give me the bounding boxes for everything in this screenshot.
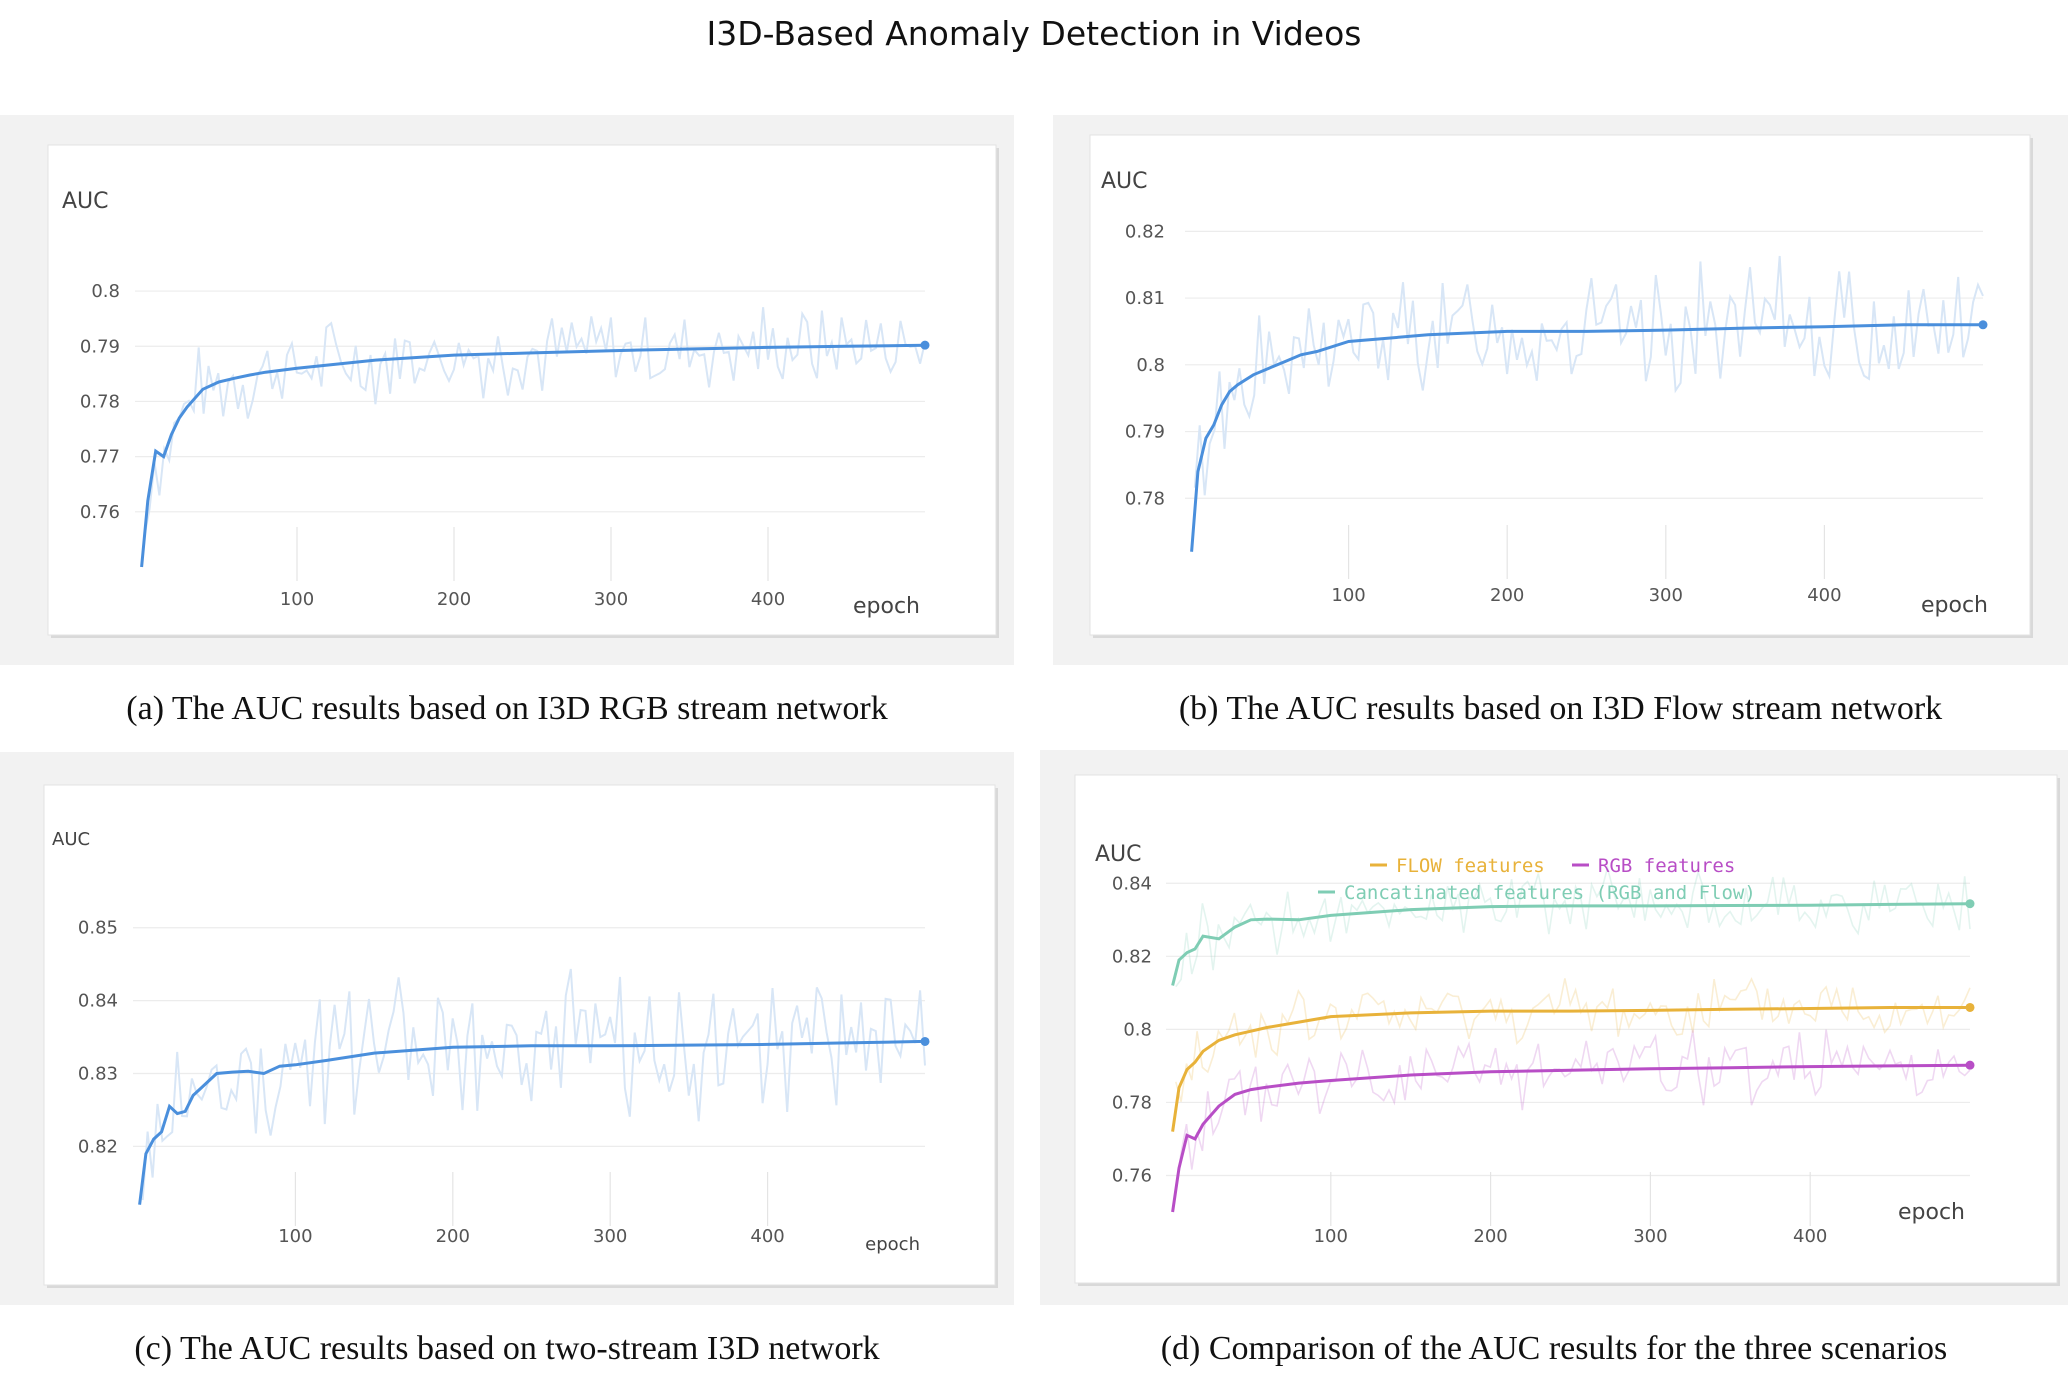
y-tick-label: 0.84 — [78, 991, 118, 1012]
y-axis-label: AUC — [52, 829, 90, 850]
x-tick-label: 300 — [594, 589, 628, 610]
raw-series-line — [1193, 255, 1984, 496]
caption-b: (b) The AUC results based on I3D Flow st… — [1178, 690, 1943, 727]
series-end-point — [1978, 320, 1988, 330]
y-tick-label: 0.82 — [78, 1136, 118, 1157]
raw-series-line — [1175, 1029, 1971, 1190]
caption-c: (c) The AUC results based on two-stream … — [134, 1330, 880, 1367]
x-tick-label: 100 — [1331, 585, 1365, 606]
y-tick-label: 0.78 — [1125, 488, 1165, 509]
smoothed-series-line — [1190, 323, 1983, 552]
x-tick-label: 200 — [1490, 585, 1524, 606]
y-tick-label: 0.83 — [78, 1064, 118, 1085]
series-line-rgb — [1171, 1063, 1971, 1213]
x-tick-label: 400 — [750, 1226, 784, 1247]
series-end-point — [920, 340, 930, 350]
y-axis-label: AUC — [62, 189, 109, 214]
y-tick-label: 0.76 — [80, 502, 120, 523]
x-tick-label: 400 — [751, 589, 785, 610]
chart-card — [43, 784, 996, 1286]
chart-panel-c: 0.82 0.83 0.84 0.85 100 200 300 400 AUC epoch — [0, 752, 1014, 1305]
page-title: I3D-Based Anomaly Detection in Videos — [706, 14, 1362, 53]
y-tick-label: 0.84 — [1112, 873, 1152, 894]
chart-svg-a: 0.76 0.77 0.78 0.79 0.8 100 200 300 400 AUC epoch — [47, 144, 999, 638]
legend-label: RGB features — [1598, 855, 1735, 877]
chart-svg-b: 0.78 0.79 0.8 0.81 0.82 100 200 300 400 AUC epoch — [1089, 134, 2033, 638]
chart-svg-d: 0.76 0.78 0.8 0.82 0.84 100 200 300 400 AUC epoch F… — [1074, 774, 2060, 1286]
x-tick-label: 200 — [436, 1226, 470, 1247]
y-tick-label: 0.76 — [1112, 1165, 1152, 1186]
series-end-point — [1965, 1060, 1975, 1070]
series-end-point — [1965, 1002, 1975, 1012]
series-end-point — [1965, 899, 1975, 909]
x-tick-label: 100 — [280, 589, 314, 610]
raw-series-line — [143, 307, 926, 535]
y-tick-label: 0.78 — [80, 391, 120, 412]
x-tick-label: 100 — [1314, 1226, 1348, 1247]
x-axis-label: epoch — [1898, 1200, 1965, 1225]
chart-panel-b: 0.78 0.79 0.8 0.81 0.82 100 200 300 400 AUC epoch — [1053, 115, 2068, 665]
caption-d: (d) Comparison of the AUC results for th… — [1160, 1330, 1948, 1367]
y-tick-label: 0.81 — [1125, 288, 1165, 309]
x-axis-label: epoch — [1921, 593, 1988, 618]
x-tick-label: 400 — [1793, 1226, 1827, 1247]
x-tick-label: 300 — [1633, 1226, 1667, 1247]
x-tick-label: 200 — [1473, 1226, 1507, 1247]
y-tick-label: 0.79 — [80, 336, 120, 357]
chart-panel-a: 0.76 0.77 0.78 0.79 0.8 100 200 300 400 AUC epoch — [0, 115, 1014, 665]
legend-label: Cancatinated features (RGB and Flow) — [1344, 882, 1756, 904]
legend-label: FLOW features — [1396, 855, 1545, 877]
y-tick-label: 0.82 — [1125, 221, 1165, 242]
chart-card — [47, 144, 997, 636]
x-tick-label: 400 — [1807, 585, 1841, 606]
y-tick-label: 0.82 — [1112, 946, 1152, 967]
chart-card — [1089, 134, 2031, 636]
x-axis-label: epoch — [865, 1234, 920, 1255]
x-axis-label: epoch — [853, 594, 920, 619]
raw-series-line — [141, 968, 926, 1201]
y-tick-label: 0.8 — [1123, 1019, 1152, 1040]
chart-svg-c: 0.82 0.83 0.84 0.85 100 200 300 400 AUC epoch — [43, 784, 998, 1288]
x-tick-label: 200 — [437, 589, 471, 610]
y-tick-label: 0.85 — [78, 918, 118, 939]
y-tick-label: 0.78 — [1112, 1092, 1152, 1113]
y-tick-label: 0.77 — [80, 447, 120, 468]
y-tick-label: 0.8 — [91, 281, 120, 302]
raw-series-line — [1175, 977, 1971, 1102]
y-tick-label: 0.8 — [1136, 355, 1165, 376]
x-tick-label: 100 — [278, 1226, 312, 1247]
x-tick-label: 300 — [1649, 585, 1683, 606]
smoothed-series-line — [138, 1039, 926, 1205]
y-tick-label: 0.79 — [1125, 422, 1165, 443]
y-axis-label: AUC — [1101, 169, 1148, 194]
smoothed-series-line — [140, 343, 926, 568]
caption-a: (a) The AUC results based on I3D RGB str… — [126, 690, 888, 727]
series-end-point — [920, 1036, 930, 1046]
series-line-concat — [1171, 902, 1971, 986]
series-line-flow — [1171, 1006, 1970, 1132]
chart-panel-d: 0.76 0.78 0.8 0.82 0.84 100 200 300 400 AUC epoch F… — [1040, 750, 2068, 1305]
legend: FLOW features RGB features Cancatinated fe… — [1318, 855, 1756, 904]
x-tick-label: 300 — [593, 1226, 627, 1247]
y-axis-label: AUC — [1095, 842, 1142, 867]
